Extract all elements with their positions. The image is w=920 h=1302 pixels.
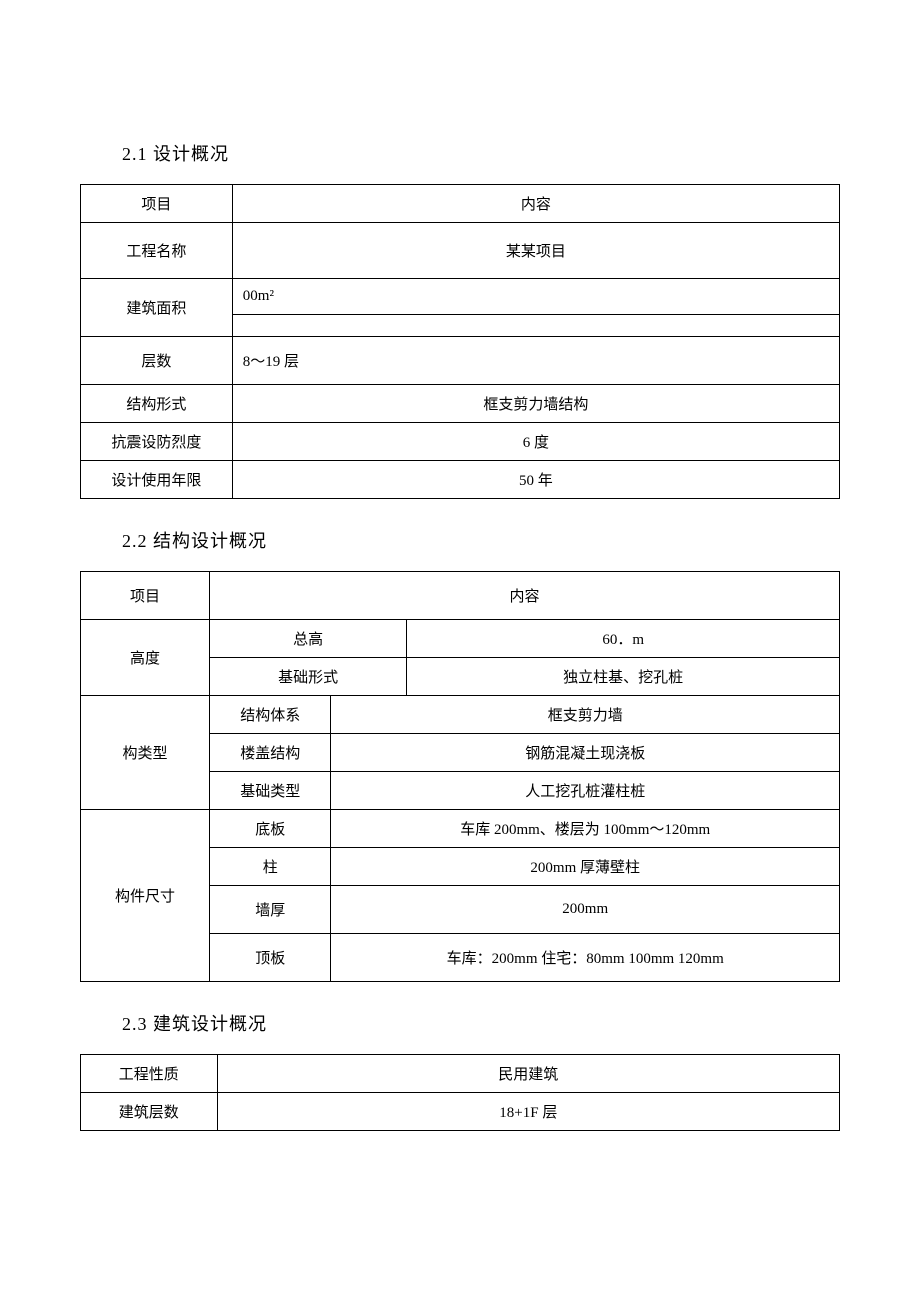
table-row: 项目 内容 <box>81 572 840 620</box>
cell-value: 钢筋混凝土现浇板 <box>331 734 840 772</box>
section-title-2-2: 2.2 结构设计概况 <box>122 527 840 553</box>
cell-label: 工程性质 <box>81 1055 218 1093</box>
table-row: 层数 8～19 层 <box>81 337 840 385</box>
header-cell-item: 项目 <box>81 572 210 620</box>
cell-label: 建筑面积 <box>81 279 233 337</box>
cell-value: 00m² <box>232 279 839 315</box>
cell-label: 层数 <box>81 337 233 385</box>
cell-label: 构件尺寸 <box>81 810 210 982</box>
cell-value <box>232 315 839 337</box>
table-row: 项目 内容 <box>81 185 840 223</box>
cell-value: 车库：200mm 住宅：80mm 100mm 120mm <box>331 934 840 982</box>
header-cell-content: 内容 <box>232 185 839 223</box>
cell-sublabel: 结构体系 <box>210 696 331 734</box>
table-row: 高度 总高 60．m <box>81 620 840 658</box>
table-row: 建筑面积 00m² <box>81 279 840 315</box>
cell-sublabel: 基础类型 <box>210 772 331 810</box>
table-row: 工程性质 民用建筑 <box>81 1055 840 1093</box>
table-row: 结构形式 框支剪力墙结构 <box>81 385 840 423</box>
cell-value: 8～19 层 <box>232 337 839 385</box>
table-row: 设计使用年限 50 年 <box>81 461 840 499</box>
header-cell-content: 内容 <box>210 572 840 620</box>
header-cell-item: 项目 <box>81 185 233 223</box>
cell-value: 人工挖孔桩灌柱桩 <box>331 772 840 810</box>
cell-sublabel: 柱 <box>210 848 331 886</box>
cell-sublabel: 总高 <box>210 620 407 658</box>
cell-value: 框支剪力墙结构 <box>232 385 839 423</box>
section-title-2-3: 2.3 建筑设计概况 <box>122 1010 840 1036</box>
cell-value: 200mm 厚薄壁柱 <box>331 848 840 886</box>
table-row: 抗震设防烈度 6 度 <box>81 423 840 461</box>
table-row: 工程名称 某某项目 <box>81 223 840 279</box>
cell-value: 独立柱基、挖孔桩 <box>407 658 840 696</box>
cell-value: 车库 200mm、楼层为 100mm～120mm <box>331 810 840 848</box>
section-title-2-1: 2.1 设计概况 <box>122 140 840 166</box>
table-row: 构件尺寸 底板 车库 200mm、楼层为 100mm～120mm <box>81 810 840 848</box>
cell-value: 50 年 <box>232 461 839 499</box>
cell-value: 60．m <box>407 620 840 658</box>
table-design-overview: 项目 内容 工程名称 某某项目 建筑面积 00m² 层数 8～19 层 结构形式… <box>80 184 840 499</box>
cell-label: 建筑层数 <box>81 1093 218 1131</box>
cell-sublabel: 底板 <box>210 810 331 848</box>
cell-label: 高度 <box>81 620 210 696</box>
cell-label: 设计使用年限 <box>81 461 233 499</box>
cell-value: 6 度 <box>232 423 839 461</box>
cell-value: 框支剪力墙 <box>331 696 840 734</box>
cell-sublabel: 墙厚 <box>210 886 331 934</box>
cell-sublabel: 顶板 <box>210 934 331 982</box>
cell-label: 构类型 <box>81 696 210 810</box>
table-building-overview: 工程性质 民用建筑 建筑层数 18+1F 层 <box>80 1054 840 1131</box>
cell-label: 工程名称 <box>81 223 233 279</box>
cell-value: 200mm <box>331 886 840 934</box>
cell-value: 某某项目 <box>232 223 839 279</box>
cell-sublabel: 基础形式 <box>210 658 407 696</box>
cell-label: 结构形式 <box>81 385 233 423</box>
cell-sublabel: 楼盖结构 <box>210 734 331 772</box>
cell-value: 民用建筑 <box>217 1055 839 1093</box>
table-row: 建筑层数 18+1F 层 <box>81 1093 840 1131</box>
cell-label: 抗震设防烈度 <box>81 423 233 461</box>
cell-value: 18+1F 层 <box>217 1093 839 1131</box>
table-structure-overview: 项目 内容 高度 总高 60．m 基础形式 独立柱基、挖孔桩 构类型 结构体系 … <box>80 571 840 982</box>
table-row: 构类型 结构体系 框支剪力墙 <box>81 696 840 734</box>
